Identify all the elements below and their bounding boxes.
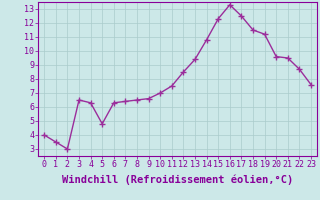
X-axis label: Windchill (Refroidissement éolien,°C): Windchill (Refroidissement éolien,°C)	[62, 175, 293, 185]
